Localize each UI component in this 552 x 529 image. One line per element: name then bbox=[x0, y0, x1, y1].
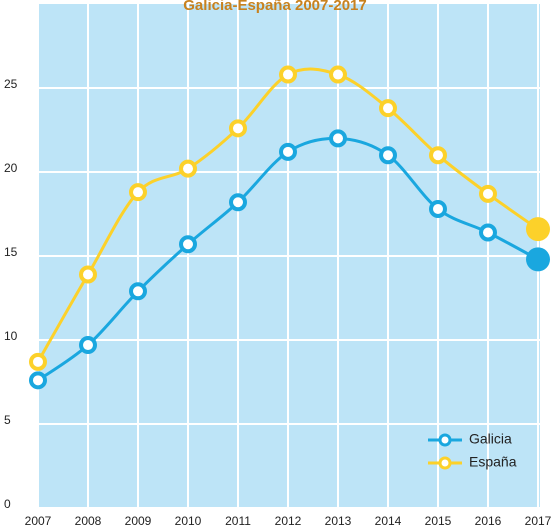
x-tick-label: 2009 bbox=[125, 514, 152, 528]
x-tick-label: 2015 bbox=[425, 514, 452, 528]
point bbox=[129, 183, 147, 202]
legend-marker bbox=[438, 456, 452, 470]
point bbox=[329, 129, 347, 148]
legend-label: Galicia bbox=[469, 431, 512, 447]
point bbox=[229, 119, 247, 138]
x-tick-label: 2014 bbox=[375, 514, 402, 528]
legend-marker bbox=[438, 433, 452, 447]
y-tick-label: 5 bbox=[4, 413, 11, 427]
point bbox=[429, 146, 447, 165]
point bbox=[279, 142, 297, 161]
point bbox=[29, 371, 47, 390]
point bbox=[179, 159, 197, 178]
x-tick-label: 2017 bbox=[525, 514, 552, 528]
x-tick-label: 2013 bbox=[325, 514, 352, 528]
y-tick-label: 20 bbox=[4, 161, 18, 175]
y-tick-label: 15 bbox=[4, 245, 18, 259]
x-tick-label: 2016 bbox=[475, 514, 502, 528]
point bbox=[479, 184, 497, 203]
point bbox=[379, 146, 397, 165]
point bbox=[229, 193, 247, 212]
point bbox=[79, 265, 97, 284]
x-tick-label: 2011 bbox=[225, 514, 251, 528]
point bbox=[526, 247, 550, 272]
y-tick-label: 25 bbox=[4, 77, 18, 91]
legend-label: España bbox=[469, 454, 517, 470]
point bbox=[526, 217, 550, 242]
point bbox=[479, 223, 497, 242]
x-tick-label: 2012 bbox=[275, 514, 302, 528]
x-tick-label: 2010 bbox=[175, 514, 202, 528]
y-tick-label: 10 bbox=[4, 329, 18, 343]
point bbox=[329, 65, 347, 84]
point bbox=[129, 282, 147, 301]
point bbox=[429, 199, 447, 218]
y-tick-label: 0 bbox=[4, 497, 11, 511]
chart-title: Galicia-España 2007-2017 bbox=[183, 0, 366, 14]
point bbox=[179, 235, 197, 254]
point bbox=[79, 336, 97, 355]
point bbox=[279, 65, 297, 84]
x-tick-label: 2008 bbox=[75, 514, 102, 528]
x-tick-label: 2007 bbox=[25, 514, 52, 528]
point bbox=[379, 99, 397, 118]
point bbox=[29, 352, 47, 371]
